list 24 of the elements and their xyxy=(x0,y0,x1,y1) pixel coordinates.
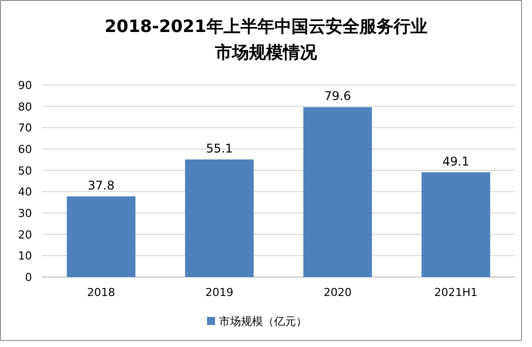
y-tick-label: 30 xyxy=(18,207,32,220)
bar xyxy=(303,107,372,277)
bar xyxy=(185,159,254,277)
y-tick-label: 50 xyxy=(18,164,32,178)
bar xyxy=(66,196,136,277)
y-tick-label: 70 xyxy=(18,122,32,135)
y-tick-label: 80 xyxy=(18,100,32,114)
x-tick-label: 2021H1 xyxy=(434,286,478,299)
y-tick-label: 60 xyxy=(18,143,32,156)
data-label: 37.8 xyxy=(88,178,114,192)
data-label: 49.1 xyxy=(442,154,470,168)
y-tick-label: 90 xyxy=(18,79,32,92)
x-tick-label: 2020 xyxy=(324,286,352,299)
x-tick-label: 2019 xyxy=(205,286,234,299)
bar xyxy=(422,172,490,277)
y-tick-label: 40 xyxy=(18,186,32,199)
data-label: 79.6 xyxy=(324,89,351,104)
y-tick-label: 10 xyxy=(18,250,32,263)
legend-label: 市场规模（亿元） xyxy=(219,315,307,328)
chart-title: 2018-2021年上半年中国云安全服务行业市场规模情况 xyxy=(104,16,428,65)
x-tick-label: 2018 xyxy=(87,286,116,299)
y-tick-label: 0 xyxy=(25,271,32,284)
data-label: 55.1 xyxy=(206,141,233,156)
y-tick-label: 20 xyxy=(18,228,32,242)
